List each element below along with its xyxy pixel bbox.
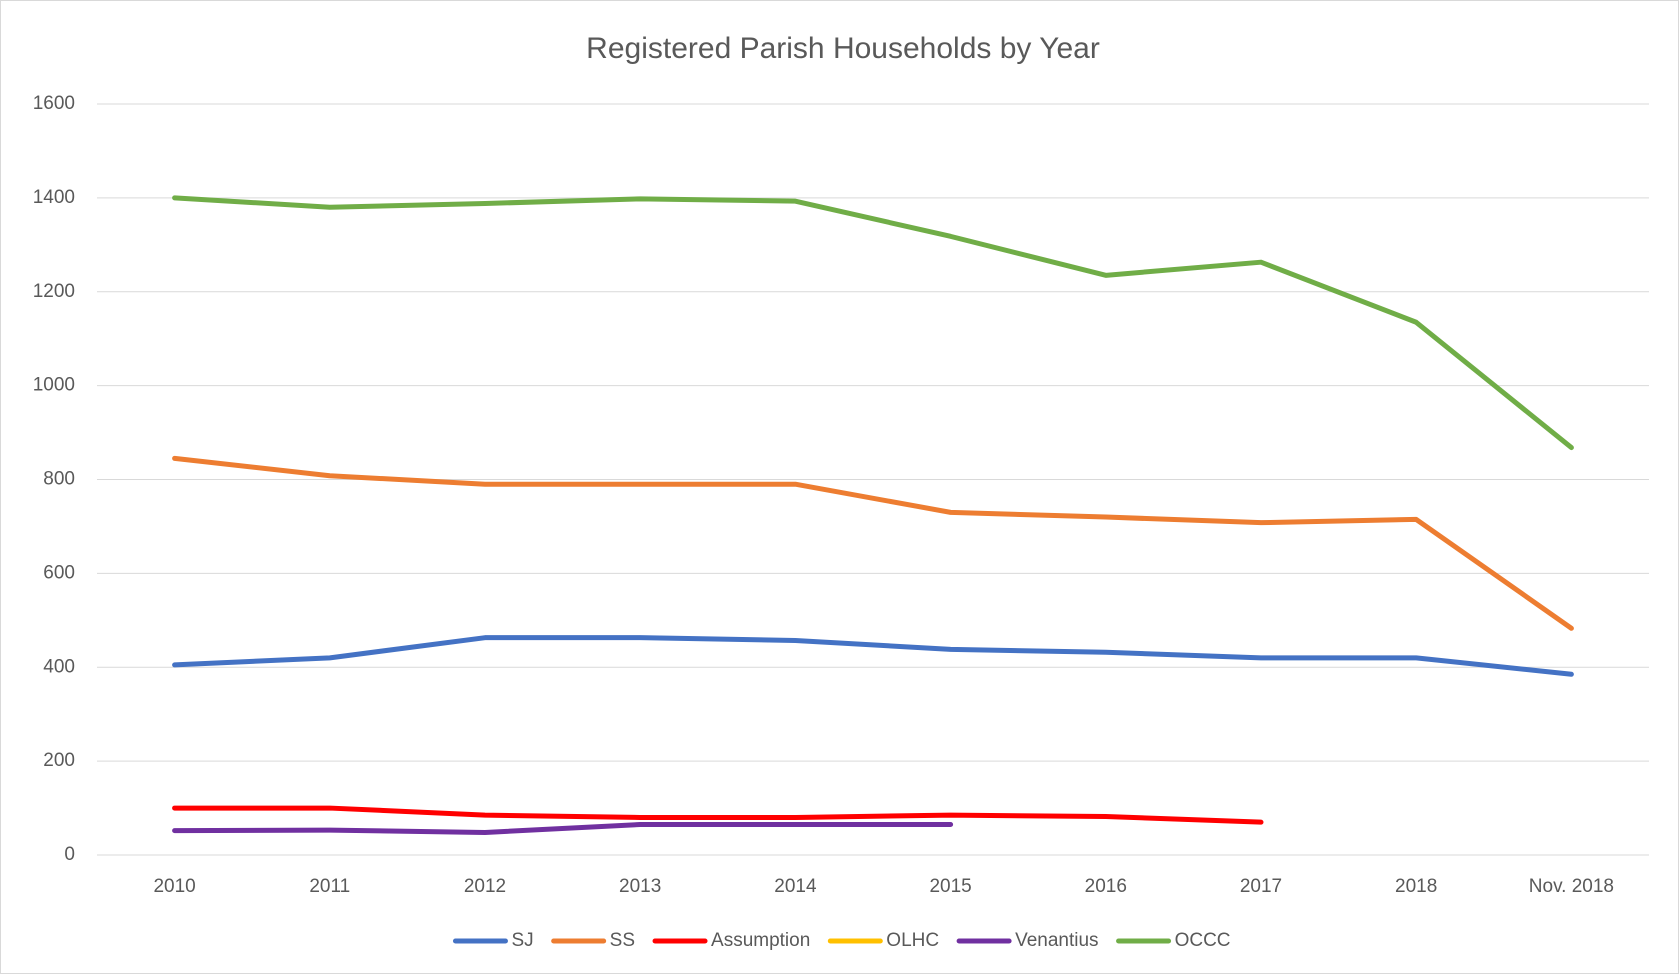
y-tick-label: 1000 [33,375,75,396]
legend-label: Assumption [711,930,810,951]
legend-label: SJ [511,930,533,951]
legend-label: SS [610,930,635,951]
chart-title: Registered Parish Households by Year [586,32,1100,65]
series-line [172,455,1574,631]
series-line [172,635,1574,677]
x-tick-label: 2018 [1395,876,1437,897]
x-tick-label: 2010 [153,876,195,897]
y-tick-label: 600 [43,562,75,583]
x-tick-label: 2012 [464,876,506,897]
legend-label: OLHC [886,930,939,951]
y-tick-label: 400 [43,656,75,677]
series-line [172,821,954,835]
x-tick-label: 2013 [619,876,661,897]
y-tick-label: 200 [43,750,75,771]
legend-label: OCCC [1175,930,1231,951]
x-tick-label: Nov. 2018 [1529,876,1614,897]
x-tick-label: 2011 [309,876,350,897]
x-tick-label: 2015 [929,876,971,897]
y-tick-label: 1600 [33,93,75,114]
series-line [172,805,1264,825]
series-line [172,195,1574,451]
x-tick-label: 2016 [1085,876,1127,897]
y-tick-label: 1400 [33,187,75,208]
y-tick-label: 0 [64,844,75,865]
y-tick-label: 800 [43,469,75,490]
legend-label: Venantius [1015,930,1098,951]
y-tick-label: 1200 [33,281,75,302]
x-tick-label: 2014 [774,876,817,897]
x-tick-label: 2017 [1240,876,1282,897]
